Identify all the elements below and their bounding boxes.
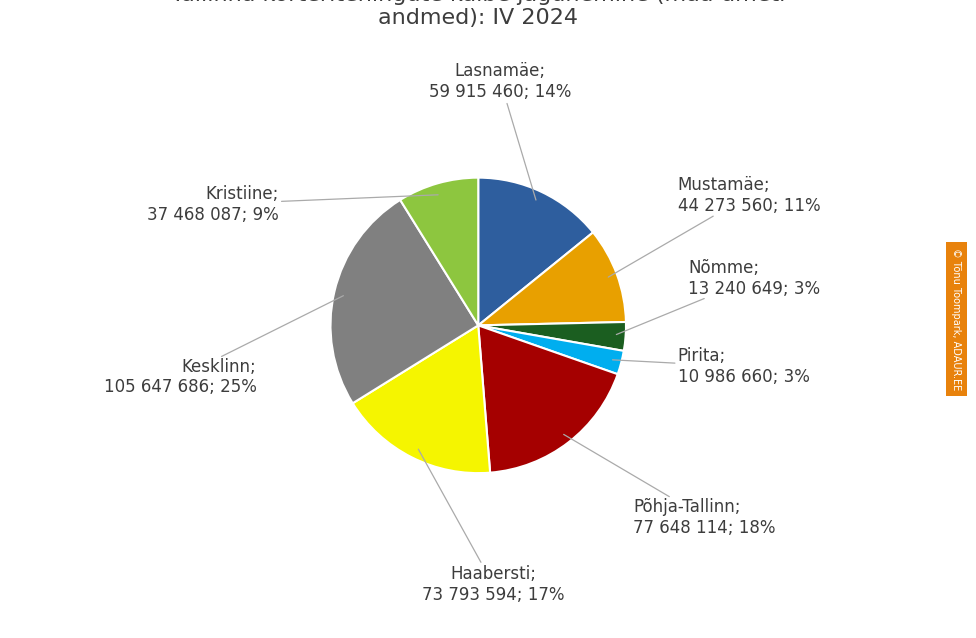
Wedge shape [478,325,618,473]
Wedge shape [478,325,624,375]
Text: Haabersti;
73 793 594; 17%: Haabersti; 73 793 594; 17% [419,449,564,604]
Wedge shape [400,177,478,325]
Wedge shape [352,325,490,473]
Text: Kesklinn;
105 647 686; 25%: Kesklinn; 105 647 686; 25% [103,295,344,396]
Text: Põhja-Tallinn;
77 648 114; 18%: Põhja-Tallinn; 77 648 114; 18% [564,434,776,537]
Wedge shape [331,200,478,403]
Text: Nõmme;
13 240 649; 3%: Nõmme; 13 240 649; 3% [617,258,820,334]
Wedge shape [478,232,626,325]
Wedge shape [478,177,593,325]
Text: Pirita;
10 986 660; 3%: Pirita; 10 986 660; 3% [613,347,809,386]
Text: Lasnamäe;
59 915 460; 14%: Lasnamäe; 59 915 460; 14% [429,62,572,200]
Text: © Tõnu Toompark, ADAUR.EE: © Tõnu Toompark, ADAUR.EE [952,248,961,390]
Wedge shape [478,322,626,351]
Title: Tallinna korteritehingute käibe jagunemine (maa-ameti
andmed): IV 2024: Tallinna korteritehingute käibe jagunemi… [171,0,786,28]
Text: Kristiine;
37 468 087; 9%: Kristiine; 37 468 087; 9% [147,185,438,224]
Text: Mustamäe;
44 273 560; 11%: Mustamäe; 44 273 560; 11% [608,176,820,277]
